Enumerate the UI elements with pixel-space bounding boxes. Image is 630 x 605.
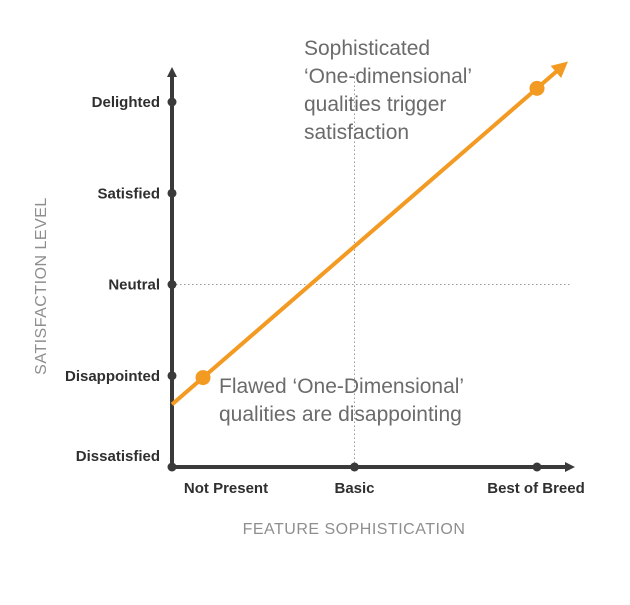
x-ticks: Not Present Basic Best of Breed (167, 462, 585, 497)
x-tick-dot (532, 462, 542, 472)
flawed-annotation: Flawed ‘One-Dimensional’ qualities are di… (219, 375, 464, 426)
y-tick-dot (167, 371, 177, 381)
y-tick-dot (167, 188, 177, 198)
y-tick-label: Dissatisfied (76, 448, 160, 465)
x-tick-dot (350, 462, 359, 472)
annotation-line: ‘One-dimensional’ (304, 65, 472, 88)
annotation-line: Sophisticated (304, 37, 430, 60)
highlight-point (529, 80, 545, 96)
x-tick-label: Basic (334, 480, 374, 497)
y-tick-label: Delighted (92, 94, 160, 111)
annotation-line: Flawed ‘One-Dimensional’ (219, 375, 464, 398)
y-tick-label: Satisfied (97, 185, 160, 202)
highlight-point (195, 370, 211, 386)
series-arrowhead (550, 61, 568, 78)
series-line (170, 66, 562, 406)
y-tick-label: Disappointed (65, 368, 160, 385)
x-tick-label: Not Present (184, 480, 268, 497)
annotation-line: satisfaction (304, 121, 409, 144)
series-layer (170, 61, 568, 406)
x-tick-label: Best of Breed (487, 480, 585, 497)
y-tick-dot (167, 280, 177, 289)
reference-lines (172, 72, 572, 467)
annotation-line: qualities trigger (304, 93, 446, 116)
annotation-line: qualities are disappointing (219, 403, 462, 426)
y-tick-dot (167, 97, 177, 107)
y-tick-label: Neutral (108, 277, 160, 294)
y-axis-title: SATISFACTION LEVEL (33, 197, 50, 375)
annotations: Sophisticated ‘One-dimensional’ qualities … (219, 37, 472, 426)
y-ticks: Dissatisfied Disappointed Neutral Satisfied… (65, 94, 177, 465)
x-tick-dot (167, 462, 177, 472)
x-axis-title: FEATURE SOPHISTICATION (243, 521, 466, 538)
sophisticated-annotation: Sophisticated ‘One-dimensional’ qualities … (304, 37, 472, 144)
